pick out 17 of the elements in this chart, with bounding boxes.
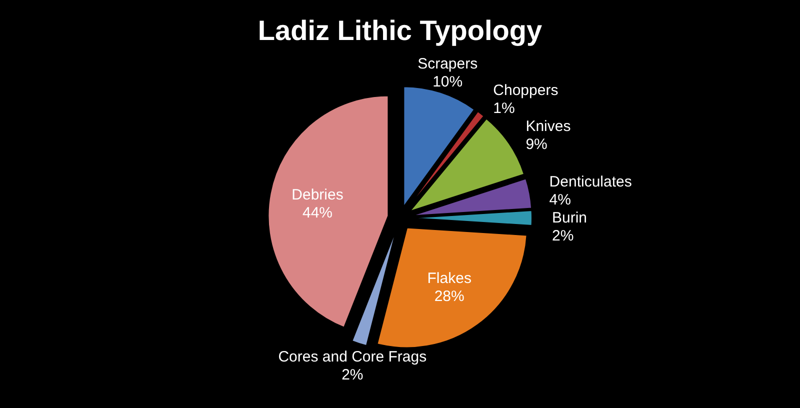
slice-label: Debries [292,186,344,204]
data-label: 44% [302,204,333,222]
data-label: 2% [342,366,364,384]
slice-label: Scrapers [418,56,478,73]
slice-label: Denticulates [549,174,632,191]
data-label: 4% [549,192,571,209]
slice-label: Knives [526,118,571,135]
chart-title: Ladiz Lithic Typology [258,15,542,46]
data-label: 2% [552,228,574,245]
slice-label: Flakes [427,270,472,287]
data-label: 10% [432,74,463,91]
slice-label: Choppers [493,82,558,99]
data-label: 9% [526,136,548,153]
slice-label: Cores and Core Frags [278,348,427,366]
data-label: 28% [434,288,464,305]
data-label: 1% [493,100,515,117]
slice-label: Burin [552,210,588,227]
